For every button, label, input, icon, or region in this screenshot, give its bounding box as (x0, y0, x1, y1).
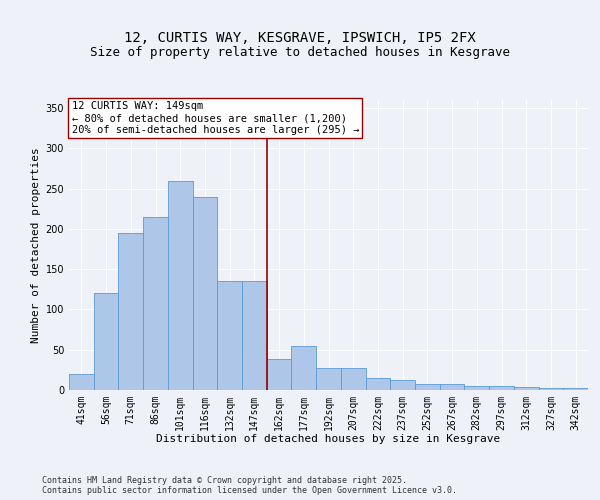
Bar (267, 360, 292, 390)
Bar (69, 374, 94, 390)
Y-axis label: Number of detached properties: Number of detached properties (31, 147, 41, 343)
Bar (563, 388, 588, 390)
Bar (464, 386, 489, 390)
Bar (341, 368, 365, 390)
Bar (217, 281, 242, 390)
Bar (292, 346, 316, 390)
Bar (390, 380, 415, 390)
Bar (143, 217, 168, 390)
Bar (489, 386, 514, 390)
Bar (316, 368, 341, 390)
Text: Size of property relative to detached houses in Kesgrave: Size of property relative to detached ho… (90, 46, 510, 59)
Bar (365, 378, 390, 390)
Bar (118, 233, 143, 390)
Bar (242, 281, 267, 390)
Bar (415, 384, 440, 390)
Text: 12 CURTIS WAY: 149sqm
← 80% of detached houses are smaller (1,200)
20% of semi-d: 12 CURTIS WAY: 149sqm ← 80% of detached … (71, 102, 359, 134)
Bar (539, 388, 563, 390)
Bar (514, 387, 539, 390)
Bar (168, 180, 193, 390)
Bar (94, 294, 118, 390)
Text: Contains HM Land Registry data © Crown copyright and database right 2025.
Contai: Contains HM Land Registry data © Crown c… (42, 476, 457, 495)
X-axis label: Distribution of detached houses by size in Kesgrave: Distribution of detached houses by size … (157, 434, 500, 444)
Bar (193, 196, 217, 390)
Text: 12, CURTIS WAY, KESGRAVE, IPSWICH, IP5 2FX: 12, CURTIS WAY, KESGRAVE, IPSWICH, IP5 2… (124, 30, 476, 44)
Bar (440, 384, 464, 390)
